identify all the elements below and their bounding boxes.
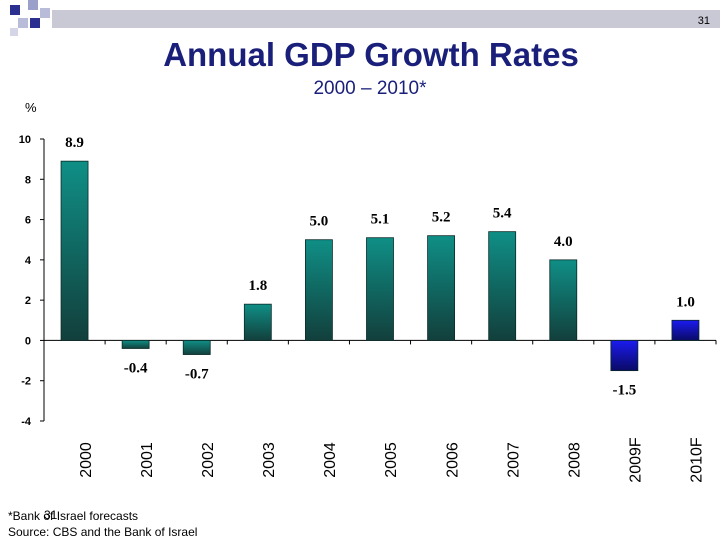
y-tick-label: 4 [25, 255, 32, 267]
y-tick-label: 0 [25, 335, 31, 347]
x-category-label-2002: 2002 [200, 442, 217, 478]
data-label-2000: 8.9 [65, 135, 84, 151]
x-category-label-2008: 2008 [566, 442, 583, 478]
x-category-label-2003: 2003 [261, 442, 278, 478]
bar-2004 [305, 239, 333, 341]
data-label-2002: -0.7 [185, 367, 209, 383]
footnote-forecast-note: *Bank of Israel forecasts [8, 509, 139, 523]
footnote-source: Source: CBS and the Bank of Israel [8, 525, 198, 539]
x-category-label-2007: 2007 [505, 442, 522, 478]
data-label-2001: -0.4 [124, 360, 148, 376]
bar-2007 [488, 231, 517, 341]
x-category-label-2005: 2005 [383, 442, 400, 478]
footnote: *Bank of Israel forecasts Source: CBS an… [8, 508, 197, 540]
bar-2000 [60, 160, 89, 341]
bar-2003 [243, 303, 272, 341]
x-category-label-2006: 2006 [444, 442, 461, 478]
overlapping-slide-number: 31 [44, 508, 58, 522]
x-category-label-2004: 2004 [322, 442, 339, 478]
bar-2001 [121, 340, 150, 349]
data-label-2003: 1.8 [248, 278, 267, 294]
bar-2006 [427, 235, 455, 341]
x-category-label-2010F: 2010F [689, 437, 706, 483]
x-category-label-2001: 2001 [139, 442, 156, 478]
y-tick-label: -2 [21, 376, 31, 388]
decorative-squares [10, 0, 720, 36]
bar-2005 [366, 237, 394, 341]
data-label-2007: 5.4 [493, 206, 512, 222]
chart-title: Annual GDP Growth Rates [163, 36, 579, 73]
slide-number: 31 [697, 15, 710, 27]
bar-2009F [610, 340, 639, 372]
data-label-2004: 5.0 [310, 214, 329, 230]
x-category-label-2009F: 2009F [628, 437, 645, 483]
data-label-2005: 5.1 [371, 212, 390, 228]
data-label-2010F: 1.0 [676, 294, 695, 310]
bar-2008 [549, 259, 578, 341]
y-tick-label: 10 [19, 134, 31, 146]
y-tick-label: 6 [25, 215, 31, 227]
y-tick-label: 8 [25, 174, 31, 186]
bar-2010F [671, 319, 700, 341]
x-category-label-2000: 2000 [78, 442, 95, 478]
chart-subtitle: 2000 – 2010* [313, 78, 427, 99]
data-label-2009F: -1.5 [612, 383, 636, 399]
data-label-2006: 5.2 [432, 210, 451, 226]
y-tick-label: -4 [21, 416, 32, 428]
y-tick-label: 2 [25, 295, 31, 307]
bar-2002 [182, 340, 211, 355]
data-label-2008: 4.0 [554, 234, 573, 250]
y-axis-unit-label: % [25, 100, 37, 115]
